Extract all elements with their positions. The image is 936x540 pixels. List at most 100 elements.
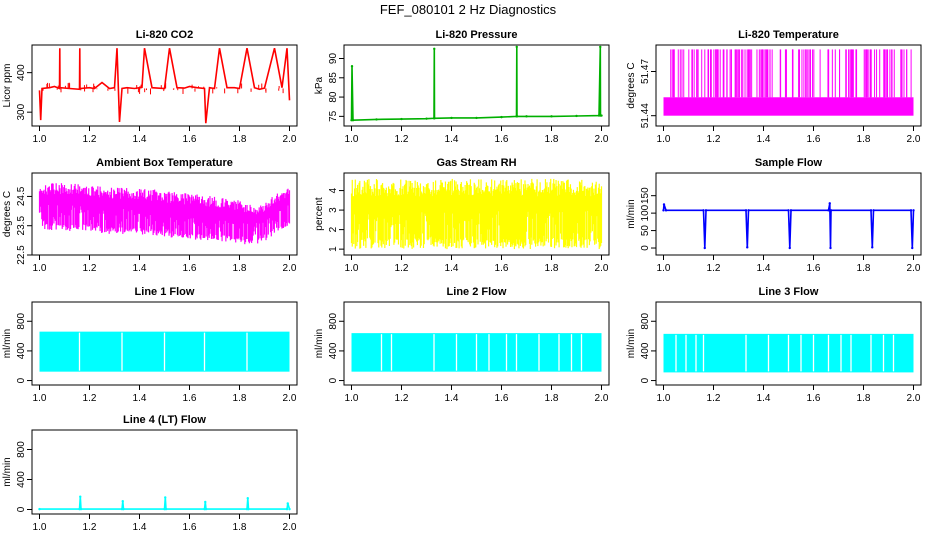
data-point bbox=[909, 209, 913, 212]
plot-frame bbox=[343, 172, 610, 256]
y-axis-label: ml/min bbox=[2, 329, 13, 358]
x-tick-label: 1.8 bbox=[233, 134, 247, 145]
y-axis-label: ml/min bbox=[626, 329, 637, 358]
data-point bbox=[204, 500, 207, 504]
x-tick-label: 1.8 bbox=[857, 134, 871, 145]
plot-area bbox=[663, 49, 914, 116]
data-point bbox=[500, 115, 503, 119]
chart-title: Sample Flow bbox=[755, 157, 823, 169]
y-tick-label: 0 bbox=[328, 377, 339, 383]
data-point bbox=[246, 497, 249, 500]
data-point bbox=[164, 496, 167, 499]
y-tick-label: 0 bbox=[16, 506, 27, 512]
plot-area bbox=[38, 48, 291, 124]
y-tick-label: 800 bbox=[16, 312, 27, 329]
y-tick-label: 24.5 bbox=[16, 186, 27, 206]
y-tick-label: 75 bbox=[328, 110, 339, 122]
x-tick-label: 1.6 bbox=[495, 134, 509, 145]
data-point bbox=[38, 507, 41, 511]
plot-frame bbox=[31, 301, 298, 386]
data-point bbox=[789, 209, 793, 212]
data-point bbox=[871, 246, 874, 249]
chart-title: Line 4 (LT) Flow bbox=[123, 414, 206, 426]
data-point bbox=[375, 118, 378, 121]
y-axis-label: kPa bbox=[314, 76, 325, 94]
data-point bbox=[285, 507, 289, 511]
figure-title: FEF_080101 2 Hz Diagnostics bbox=[379, 2, 557, 17]
y-tick-label: 0 bbox=[640, 245, 651, 251]
x-tick-label: 1.0 bbox=[345, 393, 359, 404]
x-tick-label: 1.4 bbox=[133, 263, 147, 274]
chart-panel-6: Sample Flow 1.0 1.2 1.4 1.6 1.8 2.0 0 50 100150ml… bbox=[626, 157, 922, 274]
data-point bbox=[164, 507, 168, 511]
x-tick-label: 1.2 bbox=[707, 393, 721, 404]
x-tick-label: 2.0 bbox=[595, 134, 609, 145]
plot-area bbox=[350, 45, 603, 122]
data-point bbox=[872, 209, 875, 212]
plot-frame bbox=[655, 44, 922, 127]
y-axis-label: ml/min bbox=[626, 199, 637, 228]
x-tick-label: 1.8 bbox=[545, 263, 559, 274]
data-point bbox=[286, 502, 289, 505]
data-point bbox=[703, 246, 706, 250]
x-tick-label: 1.2 bbox=[83, 134, 97, 145]
chart-title: Li-820 Pressure bbox=[436, 29, 518, 41]
x-tick-label: 1.4 bbox=[445, 263, 459, 274]
data-point bbox=[787, 209, 790, 212]
x-tick-label: 2.0 bbox=[595, 393, 609, 404]
y-tick-label: 400 bbox=[16, 64, 27, 81]
x-tick-label: 1.2 bbox=[83, 522, 97, 533]
x-tick-label: 1.4 bbox=[133, 393, 147, 404]
y-tick-label: 100 bbox=[640, 204, 651, 221]
x-tick-label: 1.4 bbox=[133, 522, 147, 533]
data-point bbox=[664, 209, 668, 212]
plot-frame bbox=[31, 44, 298, 127]
plot-area bbox=[38, 183, 291, 245]
y-axis-label: degrees C bbox=[2, 191, 13, 237]
data-point bbox=[475, 116, 478, 120]
data-point bbox=[744, 209, 748, 212]
plot-area bbox=[39, 331, 290, 372]
data-point bbox=[662, 209, 665, 212]
data-point bbox=[746, 246, 749, 249]
x-tick-label: 1.6 bbox=[807, 134, 821, 145]
y-axis-label: degrees C bbox=[626, 62, 637, 108]
x-tick-label: 2.0 bbox=[907, 393, 921, 404]
series-line-1 bbox=[662, 203, 915, 249]
data-point bbox=[911, 246, 914, 250]
x-tick-label: 1.4 bbox=[445, 134, 459, 145]
data-point bbox=[79, 507, 83, 511]
x-tick-label: 1.8 bbox=[545, 393, 559, 404]
x-tick-label: 1.0 bbox=[657, 393, 671, 404]
data-point bbox=[79, 495, 82, 498]
data-point bbox=[550, 115, 553, 118]
plot-frame bbox=[31, 172, 298, 256]
data-point bbox=[433, 117, 436, 120]
y-tick-label: 3 bbox=[328, 207, 339, 213]
chart-title: Line 2 Flow bbox=[447, 286, 507, 298]
data-point bbox=[400, 117, 403, 121]
data-point bbox=[600, 114, 603, 117]
y-tick-label: 400 bbox=[640, 342, 651, 359]
y-tick-label: 800 bbox=[328, 312, 339, 329]
data-point bbox=[828, 202, 831, 205]
x-tick-label: 2.0 bbox=[595, 263, 609, 274]
chart-panel-3: Li-820 Temperature 1.0 1.2 1.4 1.6 1.8 2.0 51.4… bbox=[626, 29, 922, 145]
plot-area bbox=[350, 178, 603, 250]
band-fill bbox=[663, 97, 914, 116]
x-tick-label: 2.0 bbox=[283, 522, 297, 533]
data-point bbox=[121, 500, 124, 503]
x-tick-label: 1.6 bbox=[183, 522, 197, 533]
x-tick-label: 1.2 bbox=[395, 393, 409, 404]
chart-panel-2: Li-820 Pressure 1.0 1.2 1.4 1.6 1.8 2.0 75 80 85 9… bbox=[314, 29, 610, 145]
chart-title: Li-820 CO2 bbox=[136, 29, 193, 41]
y-tick-label: 85 bbox=[328, 72, 339, 84]
y-tick-label: 90 bbox=[328, 53, 339, 65]
y-tick-label: 0 bbox=[16, 377, 27, 383]
x-tick-label: 1.8 bbox=[233, 522, 247, 533]
y-tick-label: 800 bbox=[640, 312, 651, 329]
chart-panel-8: Line 2 Flow 1.0 1.2 1.4 1.6 1.8 2.0 0 400 800ml/m… bbox=[314, 286, 610, 404]
x-tick-label: 1.4 bbox=[445, 393, 459, 404]
data-point bbox=[599, 45, 602, 49]
